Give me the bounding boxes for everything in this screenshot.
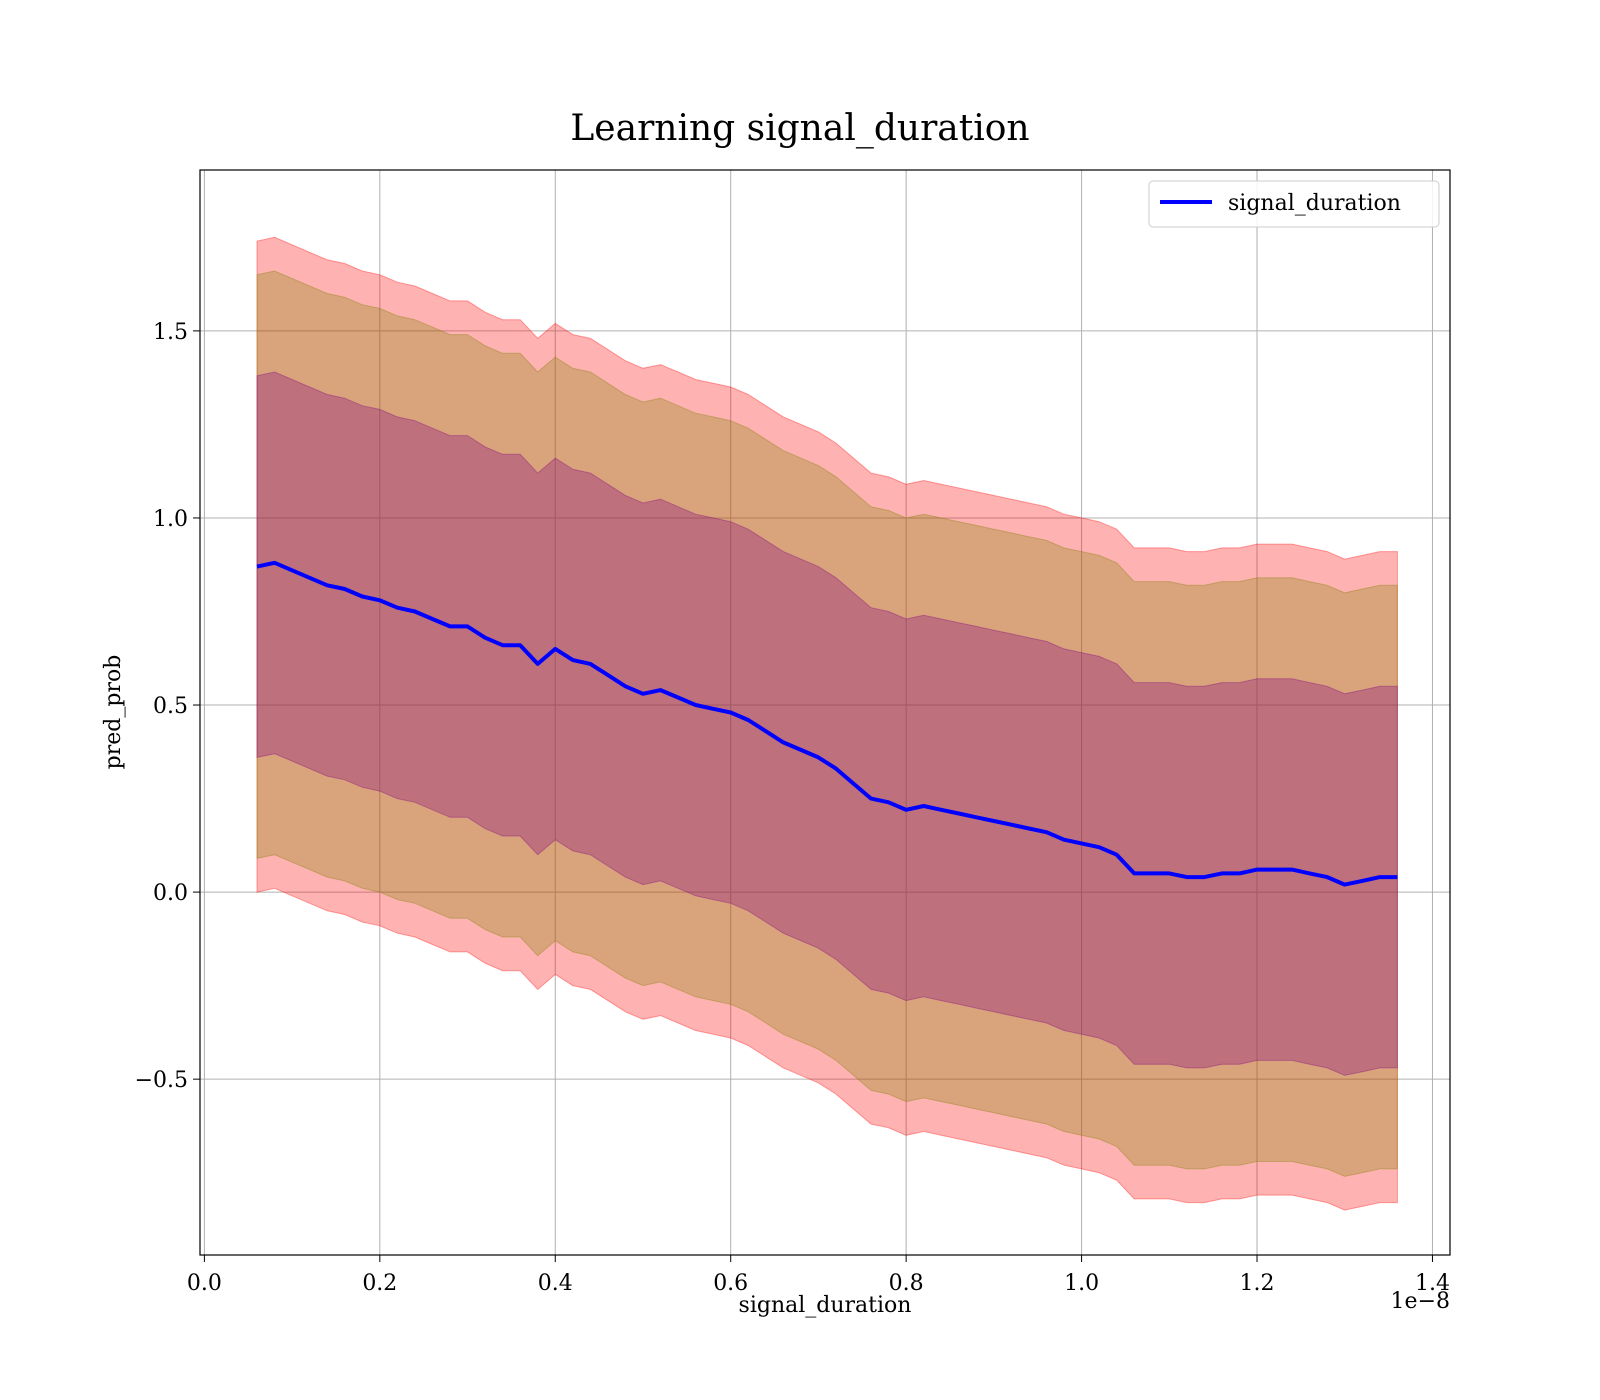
series-line-signal-duration: [256, 560, 1398, 887]
x-tick-label: 1.4: [1415, 1271, 1450, 1296]
grid: [200, 170, 1450, 1255]
legend-entry-signal-duration: signal_duration: [1228, 191, 1401, 216]
band-band_outer: [256, 236, 1398, 1211]
y-tick-label: −0.5: [135, 1068, 188, 1093]
y-axis-label: pred_prob: [101, 655, 126, 770]
x-tick-label: 1.2: [1240, 1271, 1275, 1296]
x-axis-ticks: 0.0 0.2 0.4 0.6 0.8 1.0 1.2 1.4: [187, 1255, 1450, 1296]
y-tick-label: 0.0: [153, 881, 188, 906]
x-tick-label: 0.2: [362, 1271, 397, 1296]
x-tick-label: 0.0: [187, 1271, 222, 1296]
series-line-group: [256, 560, 1398, 887]
y-tick-label: 0.5: [153, 694, 188, 719]
x-tick-label: 1.0: [1064, 1271, 1099, 1296]
y-tick-label: 1.0: [153, 507, 188, 532]
legend: signal_duration: [1148, 180, 1440, 228]
band-band_inner: [256, 371, 1398, 1076]
y-axis-ticks: −0.5 0.0 0.5 1.0 1.5: [135, 320, 200, 1093]
x-tick-label: 0.4: [538, 1271, 573, 1296]
y-tick-label: 1.5: [153, 320, 188, 345]
x-tick-label: 0.8: [889, 1271, 924, 1296]
x-tick-label: 0.6: [713, 1271, 748, 1296]
confidence-bands: [256, 236, 1398, 1211]
chart-title: Learning signal_duration: [570, 108, 1029, 149]
x-axis-offset-label: 1e−8: [1391, 1289, 1450, 1314]
x-axis-label: signal_duration: [739, 1293, 912, 1318]
band-band_middle: [256, 270, 1398, 1177]
legend-box: [1148, 180, 1440, 228]
plot-frame: [199, 169, 1451, 1256]
